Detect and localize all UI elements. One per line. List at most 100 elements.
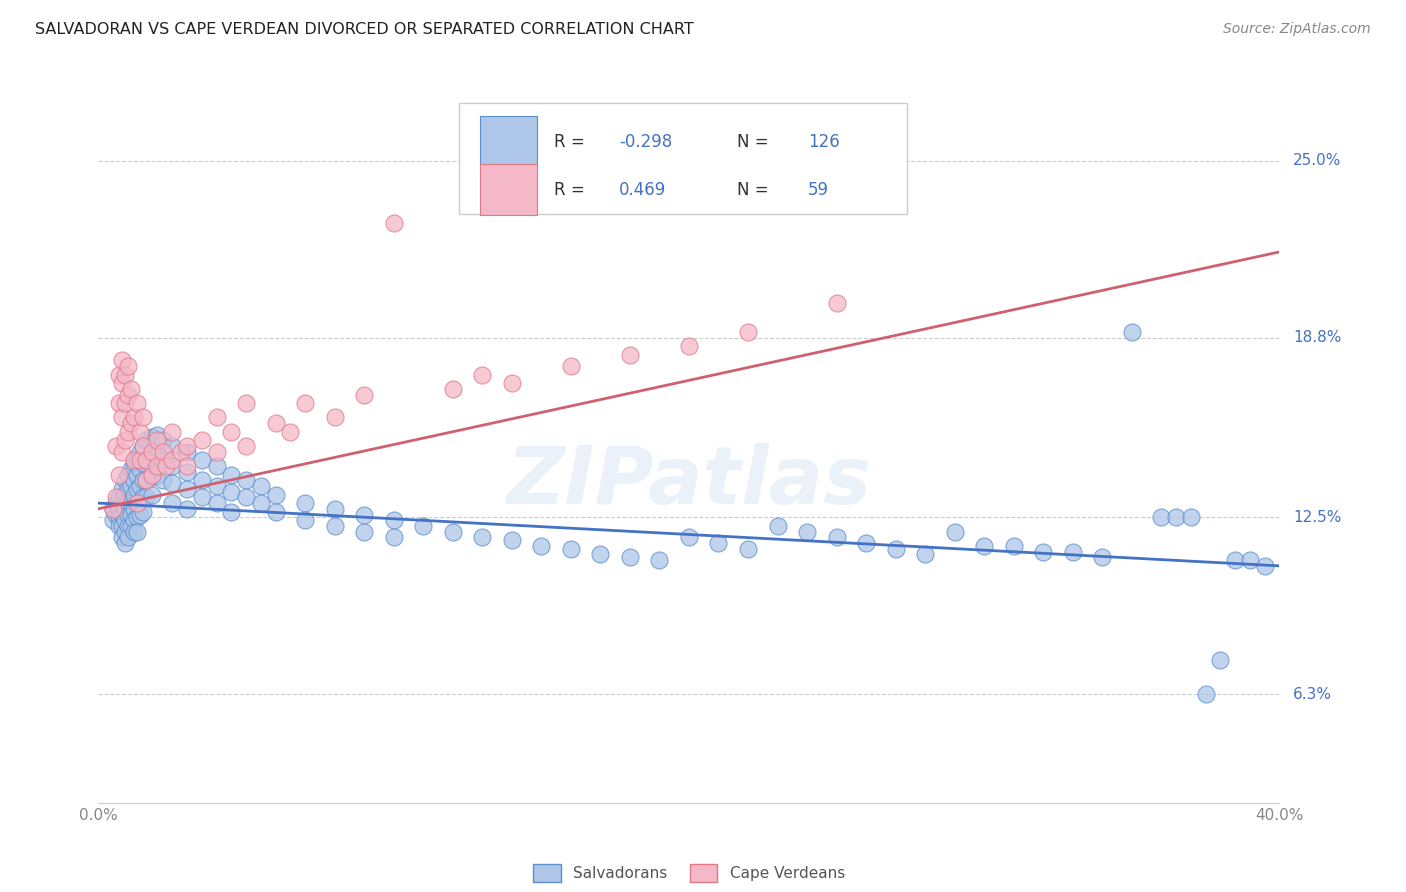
Point bbox=[108, 491, 131, 505]
Point bbox=[146, 427, 169, 442]
Point bbox=[103, 501, 125, 516]
Point bbox=[162, 439, 183, 453]
Point bbox=[132, 491, 155, 505]
Point bbox=[155, 458, 177, 473]
Point bbox=[205, 479, 228, 493]
Point bbox=[205, 410, 228, 425]
Point bbox=[117, 496, 139, 510]
Point bbox=[128, 479, 150, 493]
Point bbox=[132, 473, 155, 487]
Bar bbox=[479, 117, 537, 168]
Point bbox=[122, 453, 145, 467]
Point bbox=[114, 513, 136, 527]
Point bbox=[120, 462, 142, 476]
Point bbox=[105, 508, 128, 522]
Point bbox=[884, 541, 907, 556]
Point bbox=[191, 491, 214, 505]
Point bbox=[219, 505, 242, 519]
Point bbox=[176, 501, 198, 516]
Point bbox=[501, 376, 523, 391]
Point bbox=[135, 453, 157, 467]
Point bbox=[162, 425, 183, 439]
Point bbox=[114, 368, 136, 382]
Point bbox=[205, 458, 228, 473]
Point bbox=[191, 453, 214, 467]
Point bbox=[108, 519, 131, 533]
Point bbox=[120, 479, 142, 493]
Point bbox=[264, 487, 287, 501]
Point bbox=[111, 508, 134, 522]
Point bbox=[162, 453, 183, 467]
Point bbox=[501, 533, 523, 548]
Point bbox=[122, 513, 145, 527]
Point bbox=[125, 453, 148, 467]
Point bbox=[125, 524, 148, 539]
Point bbox=[235, 439, 257, 453]
Point bbox=[111, 353, 134, 368]
Point bbox=[382, 530, 405, 544]
Point bbox=[323, 410, 346, 425]
Point bbox=[191, 473, 214, 487]
Point bbox=[128, 508, 150, 522]
Point bbox=[125, 496, 148, 510]
Point bbox=[103, 501, 125, 516]
Text: R =: R = bbox=[554, 133, 591, 151]
Point bbox=[111, 376, 134, 391]
Text: Source: ZipAtlas.com: Source: ZipAtlas.com bbox=[1223, 22, 1371, 37]
Point bbox=[105, 496, 128, 510]
Point bbox=[235, 396, 257, 410]
Point bbox=[114, 396, 136, 410]
Point bbox=[191, 434, 214, 448]
Point bbox=[128, 453, 150, 467]
Point bbox=[120, 416, 142, 430]
Point bbox=[678, 530, 700, 544]
Point bbox=[141, 444, 163, 458]
Point bbox=[560, 359, 582, 373]
Point bbox=[146, 467, 169, 482]
Point bbox=[219, 484, 242, 499]
Point bbox=[353, 387, 375, 401]
Point bbox=[114, 536, 136, 550]
Point bbox=[648, 553, 671, 567]
Text: ZIPatlas: ZIPatlas bbox=[506, 442, 872, 521]
Point bbox=[737, 325, 759, 339]
Text: N =: N = bbox=[737, 133, 775, 151]
Text: N =: N = bbox=[737, 181, 775, 199]
Point bbox=[152, 444, 174, 458]
Point bbox=[108, 396, 131, 410]
Point bbox=[170, 444, 193, 458]
Point bbox=[120, 382, 142, 396]
Point bbox=[146, 448, 169, 462]
Point bbox=[103, 513, 125, 527]
Point bbox=[235, 473, 257, 487]
Point bbox=[128, 462, 150, 476]
Point bbox=[530, 539, 553, 553]
Point bbox=[125, 467, 148, 482]
Point bbox=[122, 524, 145, 539]
Point bbox=[128, 425, 150, 439]
Point bbox=[117, 359, 139, 373]
Point bbox=[125, 496, 148, 510]
Point bbox=[135, 473, 157, 487]
Point bbox=[1209, 653, 1232, 667]
Point bbox=[1091, 550, 1114, 565]
Point bbox=[141, 470, 163, 484]
Point bbox=[323, 501, 346, 516]
Point bbox=[120, 519, 142, 533]
Point bbox=[117, 519, 139, 533]
Point bbox=[125, 482, 148, 496]
Point bbox=[128, 496, 150, 510]
Point bbox=[796, 524, 818, 539]
Point bbox=[1062, 544, 1084, 558]
Point bbox=[122, 487, 145, 501]
Text: 126: 126 bbox=[808, 133, 839, 151]
Point bbox=[125, 510, 148, 524]
Point bbox=[1254, 558, 1277, 573]
Legend: Salvadorans, Cape Verdeans: Salvadorans, Cape Verdeans bbox=[527, 858, 851, 888]
Bar bbox=[479, 164, 537, 216]
Point bbox=[162, 458, 183, 473]
Point bbox=[707, 536, 730, 550]
Point bbox=[128, 444, 150, 458]
Text: 12.5%: 12.5% bbox=[1294, 510, 1341, 524]
Point bbox=[294, 496, 316, 510]
